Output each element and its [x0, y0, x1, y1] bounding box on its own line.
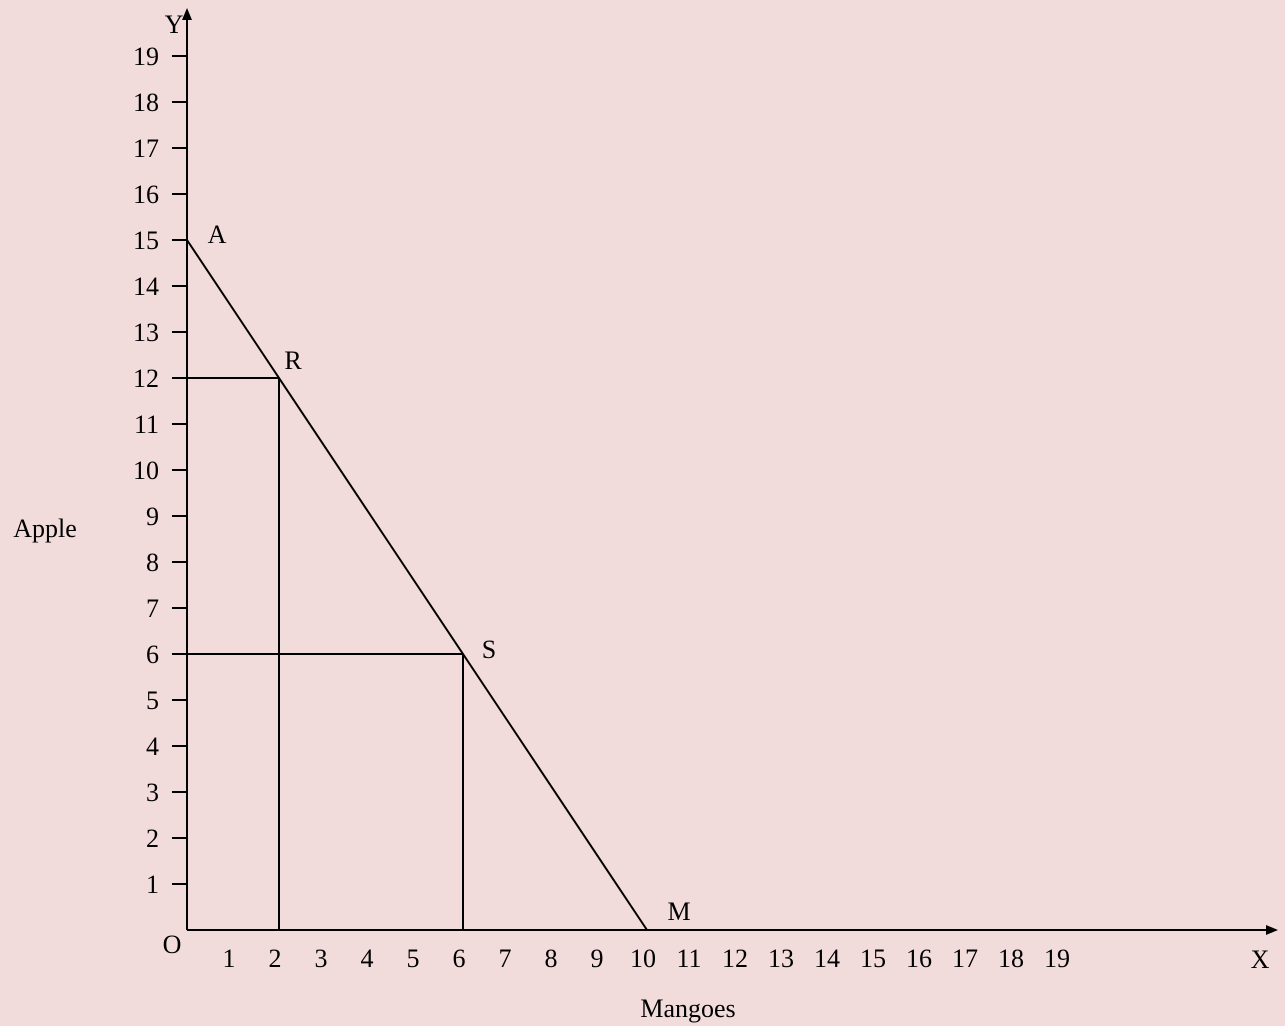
x-tick-label: 16 [906, 944, 932, 973]
x-tick-label: 7 [499, 944, 512, 973]
x-tick-label: 3 [315, 944, 328, 973]
y-tick-label: 8 [146, 548, 159, 577]
x-tick-label: 6 [453, 944, 466, 973]
y-tick-label: 13 [133, 318, 159, 347]
y-tick-label: 5 [146, 686, 159, 715]
y-tick-label: 19 [133, 42, 159, 71]
point-label-r: R [284, 346, 302, 375]
point-label-m: M [667, 897, 690, 926]
y-tick-label: 9 [146, 502, 159, 531]
x-tick-label: 4 [361, 944, 374, 973]
y-tick-label: 11 [134, 410, 159, 439]
y-tick-label: 12 [133, 364, 159, 393]
x-tick-label: 18 [998, 944, 1024, 973]
x-tick-label: 8 [545, 944, 558, 973]
y-axis-title: Apple [13, 514, 77, 543]
y-tick-label: 15 [133, 226, 159, 255]
x-tick-label: 17 [952, 944, 978, 973]
x-tick-label: 5 [407, 944, 420, 973]
x-tick-label: 19 [1044, 944, 1070, 973]
x-tick-label: 13 [768, 944, 794, 973]
x-tick-label: 11 [676, 944, 701, 973]
series [187, 240, 647, 930]
y-tick-label: 2 [146, 824, 159, 853]
x-tick-label: 9 [591, 944, 604, 973]
point-label-s: S [482, 635, 496, 664]
y-tick-label: 4 [146, 732, 159, 761]
x-axis-letter: X [1251, 945, 1270, 974]
y-tick-label: 6 [146, 640, 159, 669]
x-tick-label: 12 [722, 944, 748, 973]
y-tick-label: 16 [133, 180, 159, 209]
point-labels: A R S M [208, 220, 691, 926]
y-tick-label: 10 [133, 456, 159, 485]
y-tick-label: 14 [133, 272, 159, 301]
x-ticks: 1 2 3 4 5 6 7 8 9 10 11 12 13 14 15 16 17 18 19 [223, 944, 1071, 973]
y-tick-label: 18 [133, 88, 159, 117]
y-tick-label: 17 [133, 134, 159, 163]
guide-lines [187, 378, 463, 930]
origin-label: O [163, 930, 182, 959]
x-tick-label: 14 [814, 944, 840, 973]
x-tick-label: 15 [860, 944, 886, 973]
x-axis-title: Mangoes [640, 994, 735, 1023]
x-tick-label: 2 [269, 944, 282, 973]
budget-line [187, 240, 647, 930]
y-tick-label: 7 [146, 594, 159, 623]
y-axis-letter: Y [165, 10, 184, 39]
point-label-a: A [208, 220, 227, 249]
y-tick-label: 1 [146, 870, 159, 899]
y-tick-label: 3 [146, 778, 159, 807]
x-tick-label: 10 [630, 944, 656, 973]
axes [187, 10, 1276, 930]
x-tick-label: 1 [223, 944, 236, 973]
